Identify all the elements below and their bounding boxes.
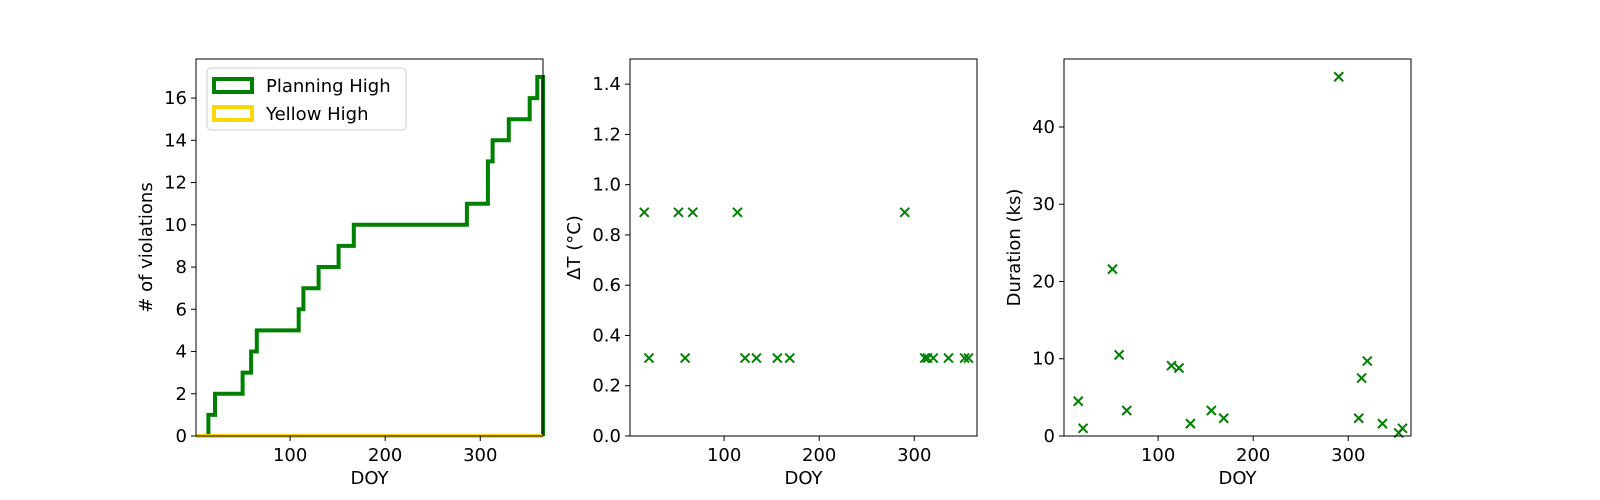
y-tick-label: 30	[1032, 194, 1055, 215]
y-tick-label: 12	[164, 173, 187, 194]
data-point	[1077, 423, 1089, 434]
y-tick-label: 0.8	[592, 225, 621, 246]
data-point	[928, 352, 939, 364]
data-point	[1218, 413, 1229, 424]
axes-frame	[629, 58, 978, 437]
y-tick-label: 10	[1032, 349, 1055, 370]
legend-swatch	[212, 105, 254, 122]
data-point	[1377, 418, 1388, 429]
axes-frame	[1063, 58, 1412, 437]
y-axis-label: ΔT (°C)	[564, 215, 585, 280]
data-point	[751, 352, 762, 364]
y-tick-label: 0.4	[592, 325, 621, 346]
x-tick-label: 200	[802, 445, 836, 466]
data-point	[772, 352, 783, 364]
x-tick-label: 100	[273, 445, 307, 466]
y-tick-label: 0	[176, 426, 187, 447]
data-point	[943, 352, 954, 364]
data-point	[963, 352, 974, 364]
data-point	[1397, 423, 1408, 434]
y-tick-label: 4	[176, 342, 187, 363]
chart-2: 100 200 300 0.0 0.2 0.4 0.6 0.8 1.0 1.2 1.4 DOY ΔT (…	[564, 58, 978, 489]
y-tick-label: 0.0	[592, 426, 621, 447]
y-tick-label: 40	[1032, 117, 1055, 138]
x-tick-label: 300	[463, 445, 497, 466]
y-tick-label: 2	[176, 384, 187, 405]
x-tick-label: 200	[368, 445, 402, 466]
data-point	[643, 352, 655, 364]
legend-label: Planning High	[266, 76, 391, 97]
y-tick-label: 6	[176, 299, 187, 320]
x-tick-label: 300	[897, 445, 931, 466]
data-point	[959, 352, 970, 364]
data-point	[1333, 71, 1344, 82]
x-axis-label: DOY	[784, 468, 823, 489]
x-axis-label: DOY	[350, 468, 389, 489]
data-point	[673, 207, 684, 218]
data-point	[1356, 372, 1367, 384]
data-point	[784, 352, 795, 364]
x-axis-label: DOY	[1218, 468, 1257, 489]
y-tick-label: 1.0	[592, 175, 621, 196]
data-point	[919, 352, 930, 364]
data-point	[679, 352, 691, 364]
series-line-planning-high	[196, 75, 545, 438]
y-axis-label: Duration (ks)	[1004, 189, 1025, 307]
legend-swatch	[212, 77, 254, 94]
data-point	[899, 207, 910, 218]
y-tick-label: 8	[176, 257, 187, 278]
data-point	[1206, 405, 1217, 416]
y-tick-label: 14	[164, 130, 187, 151]
legend: Planning High Yellow High	[206, 67, 407, 131]
y-tick-label: 10	[164, 215, 187, 236]
data-point	[639, 207, 650, 218]
data-point	[739, 352, 751, 364]
x-tick-label: 300	[1331, 445, 1365, 466]
chart-3: 100 200 300 0 10 20 30 40 DOY Duration (ks)	[1004, 58, 1412, 489]
axes-frame	[195, 58, 544, 437]
y-tick-label: 0.2	[592, 376, 621, 397]
y-tick-label: 1.4	[592, 74, 621, 95]
y-tick-label: 20	[1032, 271, 1055, 292]
y-tick-label: 0.6	[592, 275, 621, 296]
data-point	[1185, 418, 1196, 429]
data-point	[687, 207, 698, 218]
y-axis-label: # of violations	[136, 182, 157, 312]
x-tick-label: 100	[707, 445, 741, 466]
y-tick-label: 0	[1044, 426, 1055, 447]
legend-label: Yellow High	[265, 104, 369, 125]
data-point	[1107, 263, 1118, 275]
data-point	[1073, 396, 1084, 407]
data-point	[1173, 362, 1185, 374]
y-tick-label: 16	[164, 88, 187, 109]
data-point	[1121, 405, 1132, 416]
data-point	[1353, 413, 1364, 424]
data-point	[1166, 360, 1177, 371]
x-tick-label: 100	[1141, 445, 1175, 466]
data-point	[1113, 349, 1125, 361]
data-point	[732, 207, 743, 218]
data-point	[1362, 355, 1373, 367]
legend-box	[206, 67, 407, 131]
x-tick-label: 200	[1236, 445, 1270, 466]
y-tick-label: 1.2	[592, 124, 621, 145]
chart-1: 100 200 300 0 2 4 6 8 10 12 14 16 DOY # of violations…	[136, 58, 545, 489]
